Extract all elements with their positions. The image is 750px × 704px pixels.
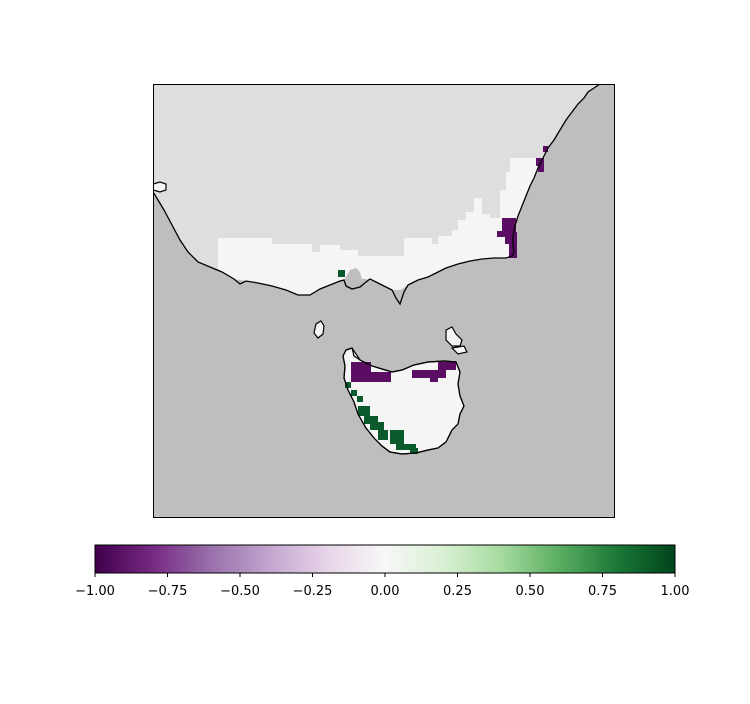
map-panel [153,84,615,518]
colorbar-tick-label: 0.50 [516,584,545,599]
colorbar-tick-label: −0.50 [220,584,260,599]
colorbar-tick-label: −0.25 [293,584,333,599]
colorbar-tick-label: 1.00 [661,584,690,599]
map-frame [153,84,615,518]
cape-barren-island [450,345,468,355]
colorbar-gradient [94,544,676,574]
tasmania-coastline [342,347,465,455]
colorbar-tick-label: 0.00 [371,584,400,599]
mainland-zero-region [218,158,538,295]
mainland-negative-cells [497,146,548,258]
colorbar-tick-label: −1.00 [75,584,115,599]
colorbar-tick-label: −0.75 [148,584,188,599]
colorbar-tick-label: 0.25 [443,584,472,599]
tasmania-negative-cells [351,362,456,382]
kangaroo-coast-islet [153,181,167,193]
flinders-island [445,326,463,347]
colorbar-tick-label: 0.75 [588,584,617,599]
colorbar: −1.00 −0.75 −0.50 −0.25 0.00 0.25 0.50 0.75 1.00 [75,544,689,599]
tasmania-positive-cells [345,382,418,454]
port-phillip-bay [344,268,362,289]
king-island [313,320,325,339]
mainland-positive-cell [338,270,345,277]
mainland-coastline [153,84,601,306]
colorbar-ticks: −1.00 −0.75 −0.50 −0.25 0.00 0.25 0.50 0.75 1.00 [75,573,689,599]
